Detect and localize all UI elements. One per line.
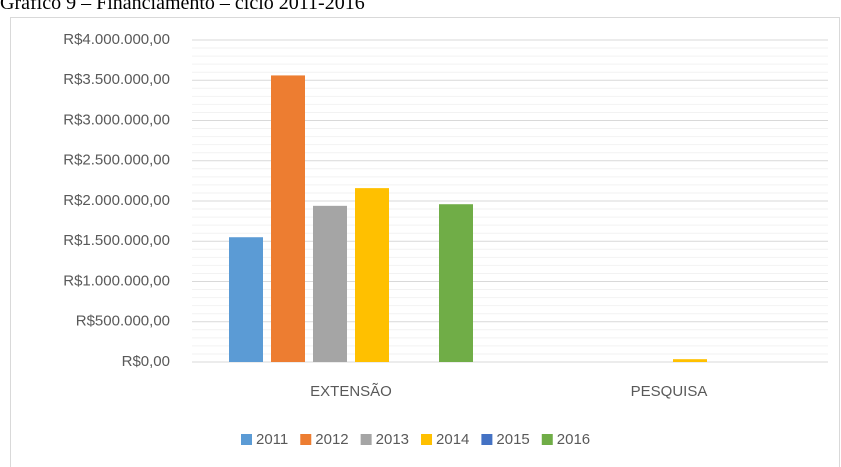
y-tick-label: R$3.500.000,00 — [63, 71, 170, 88]
y-tick-label: R$500.000,00 — [76, 313, 170, 330]
y-tick-label: R$0,00 — [122, 353, 170, 370]
bar — [439, 204, 473, 362]
legend-swatch — [241, 434, 252, 445]
bar — [271, 75, 305, 363]
legend-swatch — [300, 434, 312, 445]
x-tick-label: EXTENSÃO — [310, 383, 392, 400]
legend-label: 2013 — [376, 431, 409, 448]
legend-label: 2015 — [496, 431, 529, 448]
legend-label: 2011 — [256, 431, 288, 448]
y-tick-label: R$1.500.000,00 — [63, 232, 170, 249]
legend-label: 2014 — [436, 431, 469, 448]
legend-label: 2012 — [315, 431, 348, 448]
x-tick-label: PESQUISA — [631, 383, 708, 400]
chart-frame — [10, 17, 840, 467]
legend-swatch — [481, 434, 493, 445]
y-tick-label: R$3.000.000,00 — [63, 111, 170, 128]
legend-label: 2016 — [557, 431, 590, 448]
bar — [313, 205, 347, 362]
y-tick-label: R$2.500.000,00 — [63, 152, 170, 169]
legend-swatch — [360, 434, 372, 445]
chart-title: Gráfico 9 – Financiamento – ciclo 2011-2… — [0, 0, 365, 14]
y-tick-label: R$2.000.000,00 — [63, 192, 170, 209]
y-tick-label: R$1.000.000,00 — [63, 272, 170, 289]
legend-swatch — [541, 434, 553, 445]
y-tick-label: R$4.000.000,00 — [63, 31, 170, 48]
bar — [355, 188, 389, 362]
bar — [229, 237, 263, 362]
legend-swatch — [421, 434, 433, 445]
bar — [673, 359, 707, 362]
